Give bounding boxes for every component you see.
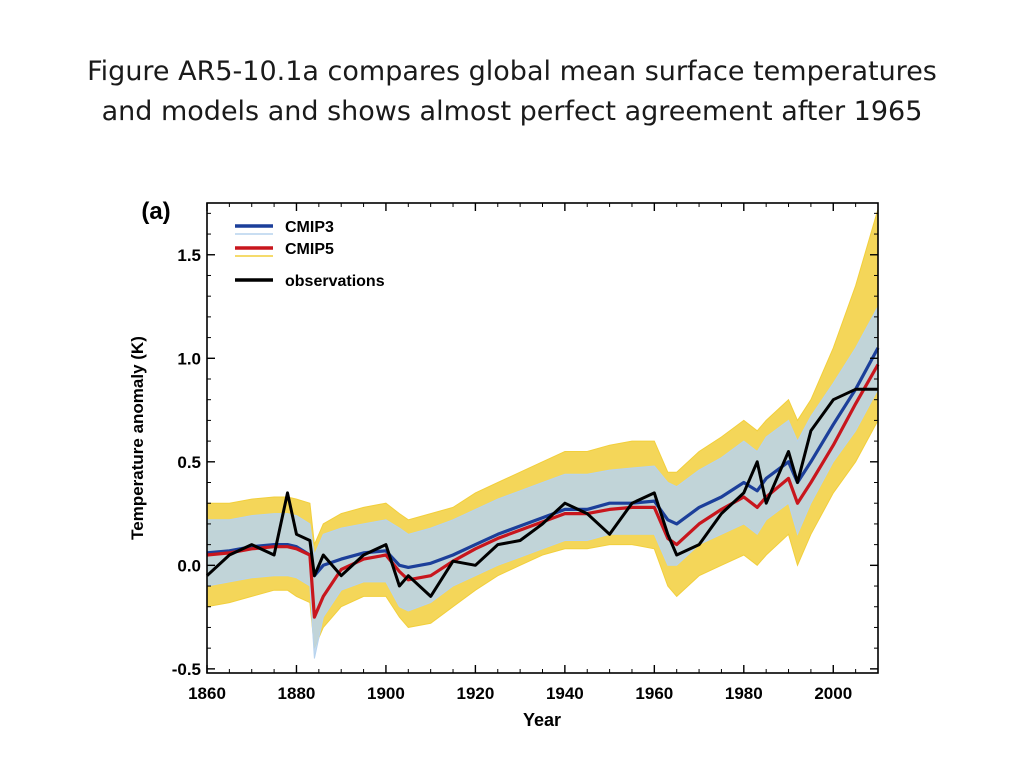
y-tick-label: -0.5 [172, 660, 201, 679]
x-tick-label: 1980 [725, 684, 763, 703]
y-tick-label: 1.5 [177, 246, 201, 265]
x-tick-label: 1960 [635, 684, 673, 703]
x-tick-label: 1940 [546, 684, 584, 703]
x-tick-label: 2000 [814, 684, 852, 703]
y-tick-label: 0.5 [177, 453, 201, 472]
x-axis-label: Year [523, 710, 561, 730]
mean-series-lines [205, 347, 880, 619]
x-tick-label: 1920 [456, 684, 494, 703]
x-tick-label: 1860 [188, 684, 226, 703]
x-tick-label: 1880 [278, 684, 316, 703]
legend: CMIP3 CMIP5 observations [235, 219, 385, 290]
legend-label-observations: observations [285, 273, 385, 290]
axis-ticks: 1860 1880 1900 1920 1940 1960 1980 2000 -0.5 0.0 0… [172, 203, 879, 703]
cmip3-range-band [206, 306, 879, 659]
slide-title-line-1: Figure AR5-10.1a compares global mean su… [87, 56, 937, 87]
y-axis-label: Temperature anomaly (K) [128, 336, 147, 540]
series-line-observations [205, 387, 878, 598]
panel-label: (a) [141, 198, 170, 225]
y-tick-label: 1.0 [177, 349, 201, 368]
x-tick-label: 1900 [367, 684, 405, 703]
legend-label-cmip5: CMIP5 [285, 241, 334, 258]
slide-title: Figure AR5-10.1a compares global mean su… [0, 52, 1024, 132]
legend-label-cmip3: CMIP3 [285, 219, 334, 236]
slide-title-line-2: and models and shows almost perfect agre… [101, 96, 923, 127]
y-tick-label: 0.0 [177, 556, 201, 575]
